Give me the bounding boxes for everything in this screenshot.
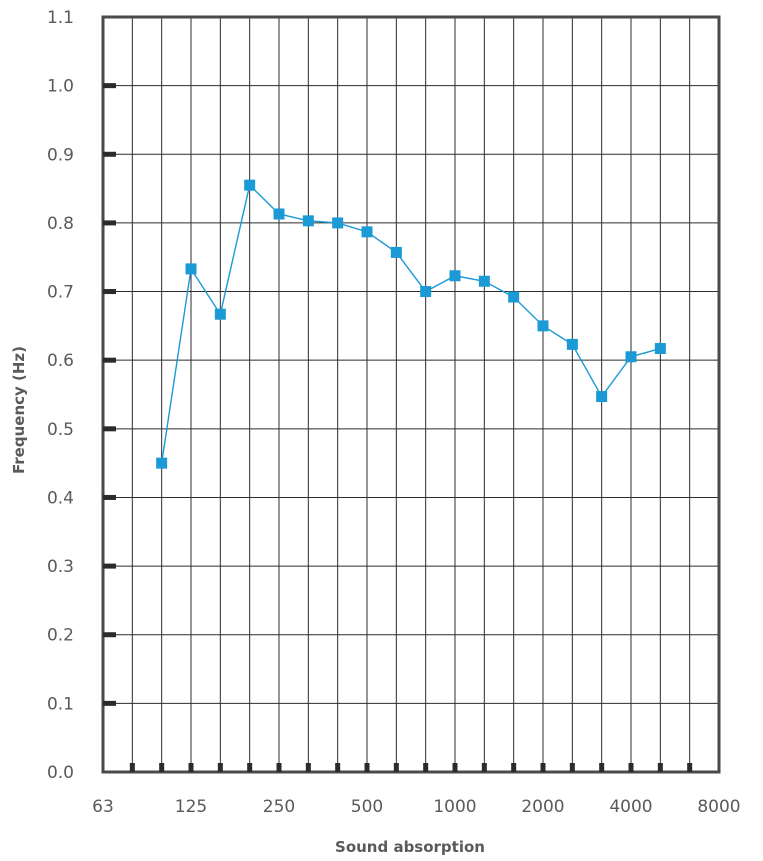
x-axis-title: Sound absorption: [335, 838, 485, 856]
y-tick-mark: [103, 494, 116, 500]
x-tick-label: 500: [351, 797, 383, 817]
x-tick-mark: [335, 763, 341, 772]
x-tick-mark: [569, 763, 575, 772]
x-tick-mark: [452, 763, 458, 772]
x-tick-mark: [247, 763, 253, 772]
data-point-marker: [537, 320, 549, 332]
x-tick-mark: [129, 763, 135, 772]
x-tick-mark: [511, 763, 517, 772]
data-point-marker: [420, 286, 432, 298]
x-axis-tick-labels: 63 125 250 500 1000 2000 4000 8000: [92, 797, 740, 817]
y-tick-label: 0.5: [47, 420, 74, 440]
y-tick-label: 0.3: [47, 557, 74, 577]
x-tick-mark: [217, 763, 223, 772]
data-point-marker: [273, 208, 285, 220]
x-tick-mark: [305, 763, 311, 772]
x-tick-mark: [657, 763, 663, 772]
x-tick-label: 2000: [521, 797, 564, 817]
y-tick-mark: [103, 700, 116, 706]
y-axis-ticks: [103, 83, 116, 706]
y-tick-label: 0.1: [47, 694, 74, 714]
y-tick-label: 0.8: [47, 214, 74, 234]
y-tick-mark: [103, 151, 116, 157]
x-tick-mark: [628, 763, 634, 772]
x-tick-label: 1000: [433, 797, 476, 817]
y-tick-mark: [103, 220, 116, 226]
data-point-marker: [185, 263, 197, 275]
y-tick-label: 0.0: [47, 763, 74, 783]
data-point-marker: [214, 308, 226, 320]
y-tick-label: 0.6: [47, 351, 74, 371]
x-tick-label: 250: [263, 797, 295, 817]
y-tick-label: 0.2: [47, 626, 74, 646]
x-tick-mark: [364, 763, 370, 772]
y-tick-label: 0.4: [47, 488, 74, 508]
data-point-marker: [244, 179, 256, 191]
x-tick-mark: [159, 763, 165, 772]
series-line: [160, 183, 661, 464]
y-tick-label: 0.9: [47, 145, 74, 165]
x-tick-mark: [687, 763, 693, 772]
data-point-marker: [302, 215, 314, 227]
x-tick-label: 8000: [697, 797, 740, 817]
data-point-marker: [390, 246, 402, 258]
plot-frame: [101, 15, 721, 774]
y-tick-mark: [103, 563, 116, 569]
y-axis-tick-labels: 0.0 0.1 0.2 0.3 0.4 0.5 0.6 0.7 0.8 0.9 1.0 1.1: [47, 8, 74, 783]
x-tick-mark: [599, 763, 605, 772]
x-tick-label: 63: [92, 797, 114, 817]
y-tick-label: 0.7: [47, 283, 74, 303]
data-point-marker: [508, 291, 520, 303]
data-point-marker: [332, 217, 344, 229]
data-point-marker: [654, 343, 666, 355]
x-axis-ticks: [129, 763, 693, 772]
data-point-marker: [361, 226, 373, 238]
x-tick-mark: [481, 763, 487, 772]
x-tick-mark: [276, 763, 282, 772]
y-tick-mark: [103, 357, 116, 363]
data-point-marker: [625, 351, 637, 363]
horizontal-gridlines: [103, 85, 719, 704]
x-tick-mark: [423, 763, 429, 772]
data-point-marker: [449, 270, 461, 282]
x-tick-mark: [188, 763, 194, 772]
y-tick-mark: [103, 83, 116, 89]
x-tick-mark: [540, 763, 546, 772]
data-point-marker: [596, 391, 608, 403]
x-tick-label: 125: [175, 797, 207, 817]
data-point-marker: [156, 457, 168, 469]
data-point-marker: [566, 338, 578, 350]
y-tick-mark: [103, 632, 116, 638]
x-tick-label: 4000: [609, 797, 652, 817]
y-axis-title: Frequency (Hz): [10, 346, 28, 474]
data-point-marker: [478, 275, 490, 287]
y-tick-mark: [103, 289, 116, 295]
y-tick-mark: [103, 426, 116, 432]
series-group: [156, 179, 666, 469]
x-tick-mark: [393, 763, 399, 772]
y-tick-label: 1.1: [47, 8, 74, 28]
y-tick-label: 1.0: [47, 77, 74, 97]
